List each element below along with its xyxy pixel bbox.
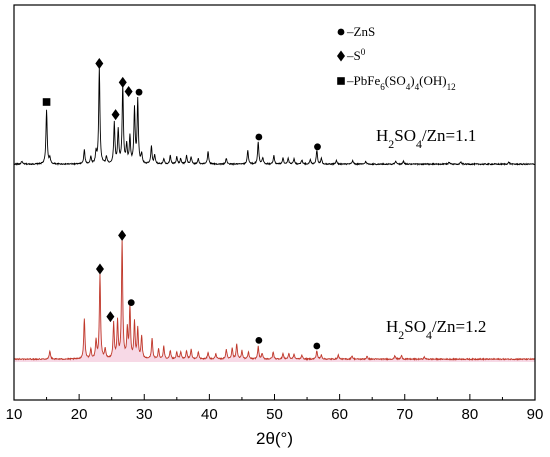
x-tick-label-50: 50 [266, 406, 283, 423]
plot-area [13, 67, 536, 362]
peak-marker-circle-1-7 [255, 133, 263, 141]
peak-marker-circle-2-5 [255, 337, 263, 344]
legend-entry-1: –ZnS [346, 24, 375, 39]
peak-marker-circle-2-6 [313, 342, 321, 350]
x-tick-label-10: 10 [6, 406, 23, 423]
x-tick-label-80: 80 [462, 406, 479, 423]
peak-marker-circle-1-5 [135, 88, 143, 96]
series-labels: H2SO4/Zn=1.1 H2SO4/Zn=1.2 [376, 126, 486, 342]
plot-frame [13, 4, 536, 401]
legend-marker-3 [337, 77, 345, 85]
legend: –ZnS –S0 –PbFe6(SO4)4(OH)12 [337, 24, 456, 92]
series-line-2 [13, 238, 536, 362]
x-tick-label-70: 70 [396, 406, 413, 423]
peak-marker-diamond-1-4 [111, 109, 120, 121]
peak-marker-square-1-6 [42, 98, 51, 106]
peak-marker-diamond-2-2 [95, 263, 104, 275]
peak-marker-diamond-1-1 [95, 58, 104, 69]
peak-marker-circle-1-8 [314, 143, 321, 151]
legend-entry-3: –PbFe6(SO4)4(OH)12 [346, 73, 456, 92]
axes: 10 20 30 40 50 60 70 80 90 [6, 4, 544, 423]
series-label-1: H2SO4/Zn=1.1 [376, 126, 476, 151]
peak-marker-diamond-1-2 [118, 76, 127, 88]
x-tick-label-60: 60 [331, 406, 348, 423]
series-line-1 [13, 67, 536, 167]
peak-marker-diamond-2-4 [106, 311, 115, 323]
x-tick-label-30: 30 [136, 406, 153, 423]
x-axis-title: 2θ(°) [256, 429, 293, 448]
legend-entry-2: –S0 [346, 47, 366, 63]
x-tick-label-40: 40 [201, 406, 218, 423]
series-fill-2 [14, 238, 535, 362]
legend-marker-2 [337, 50, 345, 62]
peak-markers [42, 58, 321, 350]
peak-marker-diamond-2-1 [118, 229, 127, 241]
x-tick-label-90: 90 [527, 406, 544, 423]
peak-marker-circle-2-3 [127, 299, 135, 306]
series-label-2: H2SO4/Zn=1.2 [386, 317, 486, 342]
peak-marker-diamond-1-3 [124, 86, 133, 97]
x-tick-label-20: 20 [71, 406, 88, 423]
legend-marker-1 [337, 28, 345, 36]
